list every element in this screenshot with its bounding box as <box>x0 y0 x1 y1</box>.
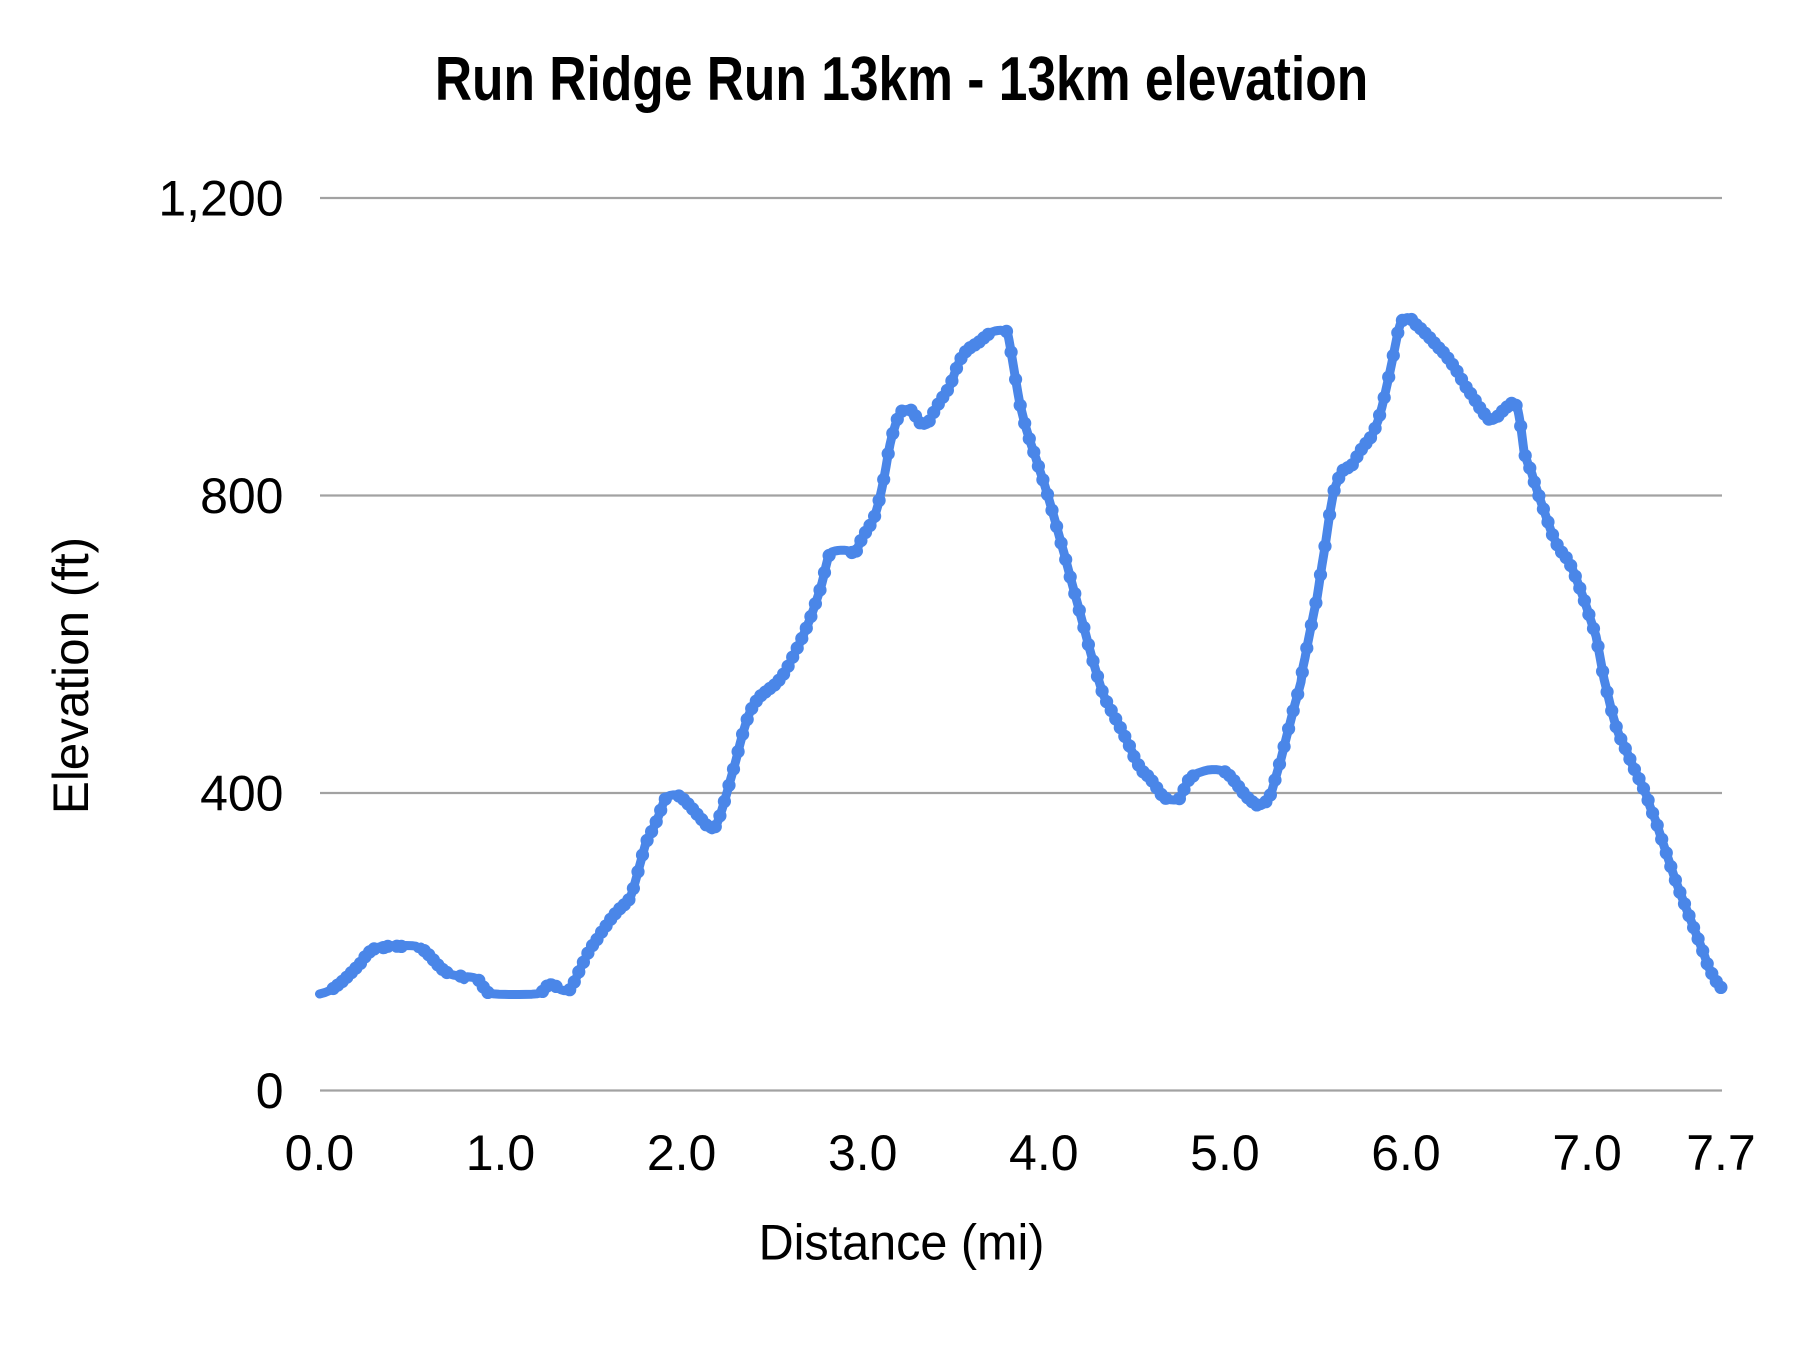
svg-text:4.0: 4.0 <box>1009 1125 1079 1181</box>
svg-text:0: 0 <box>256 1063 284 1119</box>
svg-text:Elevation (ft): Elevation (ft) <box>43 537 99 814</box>
svg-text:400: 400 <box>200 766 283 822</box>
svg-text:Run Ridge Run 13km - 13km elev: Run Ridge Run 13km - 13km elevation <box>435 45 1368 115</box>
svg-text:6.0: 6.0 <box>1371 1125 1441 1181</box>
svg-text:1,200: 1,200 <box>158 171 283 227</box>
svg-text:7.7: 7.7 <box>1686 1125 1756 1181</box>
svg-text:0.0: 0.0 <box>285 1125 355 1181</box>
svg-text:Distance (mi): Distance (mi) <box>759 1215 1045 1271</box>
svg-text:800: 800 <box>200 468 283 524</box>
svg-text:5.0: 5.0 <box>1190 1125 1260 1181</box>
svg-text:7.0: 7.0 <box>1552 1125 1622 1181</box>
svg-text:2.0: 2.0 <box>647 1125 717 1181</box>
svg-text:1.0: 1.0 <box>466 1125 536 1181</box>
svg-text:3.0: 3.0 <box>828 1125 898 1181</box>
